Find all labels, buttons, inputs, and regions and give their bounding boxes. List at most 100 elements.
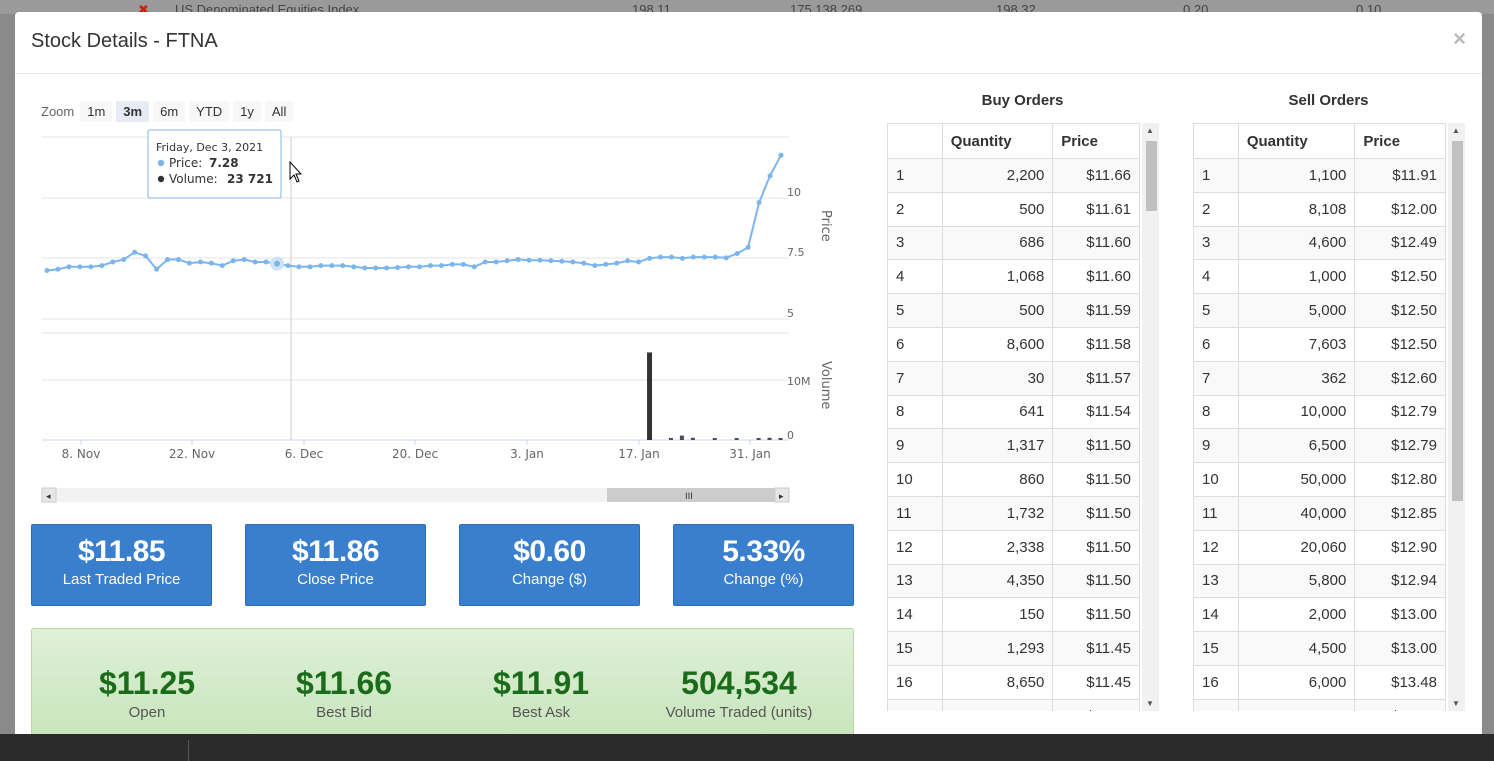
- price-point[interactable]: [614, 260, 620, 266]
- price-point[interactable]: [668, 254, 674, 260]
- price-point[interactable]: [636, 259, 642, 265]
- price-point[interactable]: [690, 254, 696, 260]
- price-point[interactable]: [526, 257, 532, 263]
- zoom-1m-button[interactable]: 1m: [80, 100, 113, 122]
- price-point[interactable]: [165, 257, 171, 263]
- volume-bar[interactable]: [778, 438, 783, 440]
- sell-orders-table[interactable]: Quantity Price 1 1,100 $11.91 2 8,108 $12.00 3…: [1193, 123, 1448, 711]
- table-row[interactable]: 10 50,000 $12.80: [1193, 462, 1446, 497]
- price-point[interactable]: [592, 263, 598, 269]
- price-point[interactable]: [208, 260, 214, 266]
- zoom-6m-button[interactable]: 6m: [153, 100, 186, 122]
- price-point[interactable]: [679, 255, 685, 261]
- price-point[interactable]: [263, 259, 269, 265]
- price-point[interactable]: [570, 259, 576, 265]
- table-row[interactable]: 8 641 $11.54: [887, 394, 1140, 430]
- zoom-1y-button[interactable]: 1y: [233, 100, 261, 122]
- table-row[interactable]: 7 362 $12.60: [1193, 360, 1446, 396]
- price-point[interactable]: [362, 265, 368, 271]
- table-row[interactable]: 13 4,350 $11.50: [887, 563, 1140, 599]
- scroll-down-icon[interactable]: ▼: [1146, 699, 1154, 708]
- buy-orders-scrollbar[interactable]: ▲ ▼: [1142, 123, 1159, 711]
- table-row[interactable]: 17158,800$13.99: [1193, 698, 1446, 711]
- price-point[interactable]: [121, 257, 127, 263]
- table-row[interactable]: 6 7,603 $12.50: [1193, 326, 1446, 362]
- price-point[interactable]: [460, 261, 466, 267]
- table-row[interactable]: 16 8,650 $11.45: [887, 664, 1140, 700]
- table-row[interactable]: 2 500 $11.61: [887, 191, 1140, 227]
- price-point[interactable]: [230, 258, 236, 264]
- price-point[interactable]: [756, 200, 762, 206]
- table-row[interactable]: 5 5,000 $12.50: [1193, 293, 1446, 328]
- price-point[interactable]: [723, 255, 729, 261]
- scroll-thumb[interactable]: [1146, 141, 1157, 211]
- price-point[interactable]: [767, 173, 773, 179]
- scroll-left-button[interactable]: [41, 487, 57, 503]
- table-row[interactable]: 11 1,732 $11.50: [887, 495, 1140, 531]
- price-point[interactable]: [351, 264, 357, 270]
- table-row[interactable]: 174,349$11.45: [887, 698, 1140, 711]
- price-point[interactable]: [110, 259, 116, 265]
- table-row[interactable]: 13 5,800 $12.94: [1193, 563, 1446, 599]
- price-point[interactable]: [66, 264, 72, 270]
- table-row[interactable]: 10 860 $11.50: [887, 462, 1140, 497]
- table-row[interactable]: 2 8,108 $12.00: [1193, 191, 1446, 227]
- price-point[interactable]: [77, 264, 83, 270]
- volume-bar[interactable]: [668, 438, 673, 440]
- price-point[interactable]: [252, 259, 258, 265]
- price-point[interactable]: [395, 265, 401, 271]
- zoom-3m-button[interactable]: 3m: [116, 100, 150, 122]
- volume-bar[interactable]: [690, 437, 695, 440]
- table-row[interactable]: 9 6,500 $12.79: [1193, 428, 1446, 464]
- table-row[interactable]: 3 4,600 $12.49: [1193, 225, 1446, 261]
- table-row[interactable]: 14 150 $11.50: [887, 597, 1140, 633]
- price-point[interactable]: [515, 257, 521, 263]
- price-point[interactable]: [241, 257, 247, 263]
- table-row[interactable]: 1 1,100 $11.91: [1193, 158, 1446, 193]
- price-point[interactable]: [427, 263, 433, 269]
- price-point[interactable]: [603, 261, 609, 267]
- sell-orders-scrollbar[interactable]: ▲ ▼: [1448, 123, 1465, 711]
- price-point[interactable]: [175, 257, 181, 263]
- price-point[interactable]: [471, 264, 477, 270]
- table-row[interactable]: 7 30 $11.57: [887, 360, 1140, 396]
- price-point[interactable]: [197, 259, 203, 265]
- table-row[interactable]: 9 1,317 $11.50: [887, 428, 1140, 464]
- close-button[interactable]: ×: [1453, 26, 1466, 51]
- navigator-thumb[interactable]: [607, 488, 775, 502]
- price-point[interactable]: [285, 263, 291, 269]
- scroll-down-icon[interactable]: ▼: [1452, 699, 1460, 708]
- table-row[interactable]: 8 10,000 $12.79: [1193, 394, 1446, 430]
- buy-orders-table[interactable]: Quantity Price 1 2,200 $11.66 2 500 $11.61 3 68…: [887, 123, 1142, 711]
- volume-bar[interactable]: [756, 438, 761, 440]
- volume-bar[interactable]: [647, 352, 653, 440]
- price-point[interactable]: [778, 152, 784, 158]
- price-point[interactable]: [186, 260, 192, 266]
- price-point[interactable]: [537, 257, 543, 263]
- table-row[interactable]: 15 4,500 $13.00: [1193, 631, 1446, 666]
- price-point[interactable]: [340, 263, 346, 269]
- price-point[interactable]: [406, 264, 412, 270]
- price-point[interactable]: [296, 264, 302, 270]
- price-point[interactable]: [559, 258, 565, 264]
- table-row[interactable]: 3 686 $11.60: [887, 225, 1140, 261]
- price-point[interactable]: [55, 266, 61, 272]
- price-point[interactable]: [504, 258, 510, 264]
- price-point[interactable]: [625, 258, 631, 264]
- table-row[interactable]: 6 8,600 $11.58: [887, 326, 1140, 362]
- price-point[interactable]: [548, 258, 554, 264]
- table-row[interactable]: 14 2,000 $13.00: [1193, 597, 1446, 633]
- table-row[interactable]: 1 2,200 $11.66: [887, 158, 1140, 193]
- highlighted-price-point[interactable]: [270, 256, 285, 271]
- price-point[interactable]: [449, 261, 455, 267]
- price-point[interactable]: [99, 263, 105, 269]
- price-point[interactable]: [493, 259, 499, 265]
- price-point[interactable]: [657, 254, 663, 260]
- table-row[interactable]: 11 40,000 $12.85: [1193, 495, 1446, 531]
- volume-bar[interactable]: [712, 438, 717, 440]
- volume-bar[interactable]: [734, 438, 739, 440]
- table-row[interactable]: 4 1,068 $11.60: [887, 259, 1140, 295]
- price-point[interactable]: [384, 265, 390, 271]
- scroll-right-button[interactable]: [774, 487, 790, 503]
- scroll-thumb[interactable]: [1452, 141, 1463, 501]
